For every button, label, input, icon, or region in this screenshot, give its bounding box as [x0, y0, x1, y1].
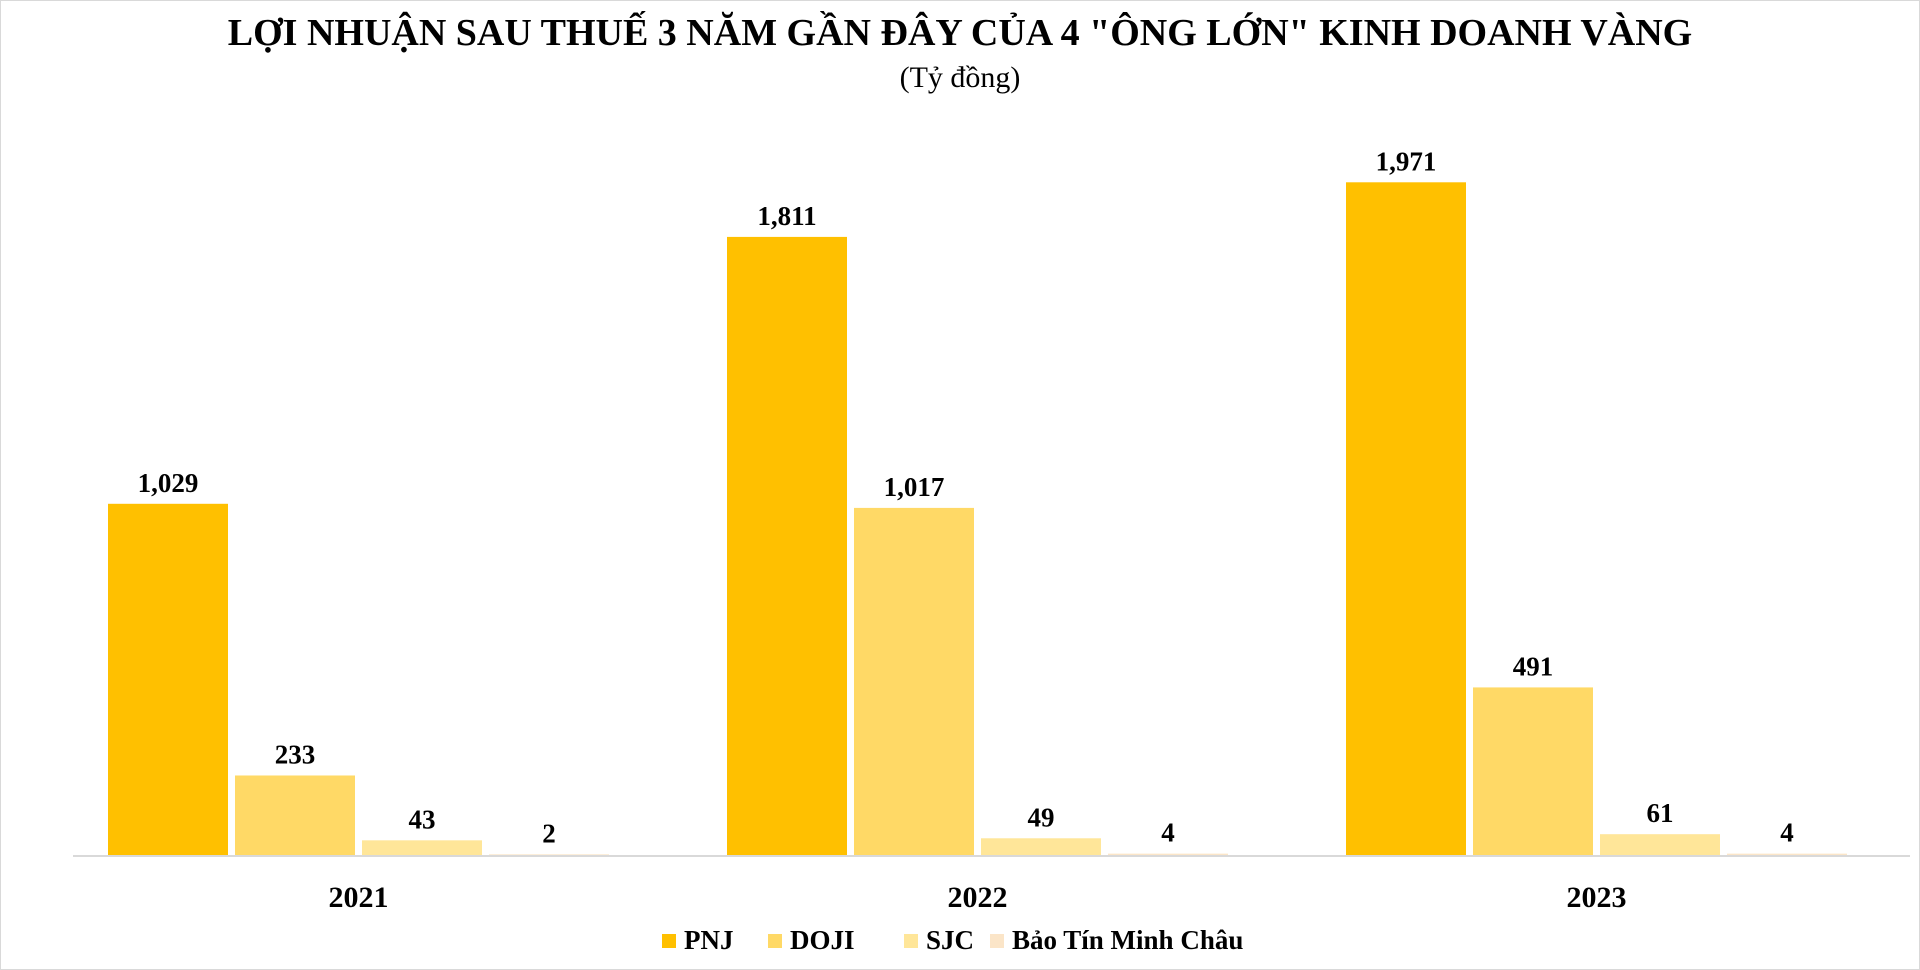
- x-tick-label: 2021: [329, 881, 389, 914]
- data-label: 49: [1028, 802, 1055, 832]
- data-label: 4: [1780, 818, 1794, 848]
- bar-sjc-2021: [362, 840, 482, 855]
- bar-doji-2021: [235, 775, 355, 855]
- legend-label: SJC: [926, 925, 974, 955]
- data-labels-layer: 1,029 233 43 2 1,811 1,017 49 4 1,971 491 61 4: [138, 146, 1794, 848]
- chart-subtitle: (Tỷ đồng): [900, 61, 1021, 94]
- bars-layer: [108, 182, 1847, 855]
- data-label: 2: [542, 818, 556, 848]
- data-label: 1,017: [884, 472, 945, 502]
- bar-pnj-2021: [108, 503, 228, 855]
- x-tick-label: 2023: [1567, 881, 1627, 914]
- bar-pnj-2022: [727, 236, 847, 855]
- x-axis-ticks: 2021 2022 2023: [329, 881, 1627, 914]
- bar-bảo-tín-minh-châu-2023: [1727, 853, 1847, 855]
- legend-item-bảo-tín-minh-châu: Bảo Tín Minh Châu: [990, 925, 1243, 955]
- legend-swatch: [768, 934, 782, 948]
- bar-bảo-tín-minh-châu-2022: [1108, 853, 1228, 855]
- data-label: 1,811: [757, 201, 816, 231]
- legend-item-sjc: SJC: [904, 925, 974, 955]
- legend-label: Bảo Tín Minh Châu: [1012, 925, 1243, 955]
- x-tick-label: 2022: [948, 881, 1008, 914]
- legend: PNJ DOJI SJC Bảo Tín Minh Châu: [662, 925, 1243, 955]
- data-label: 1,029: [138, 468, 199, 498]
- data-label: 43: [409, 804, 436, 834]
- bar-pnj-2023: [1346, 182, 1466, 855]
- data-label: 4: [1161, 818, 1175, 848]
- bar-doji-2023: [1473, 687, 1593, 855]
- legend-item-pnj: PNJ: [662, 925, 734, 955]
- chart-title: LỢI NHUẬN SAU THUẾ 3 NĂM GẦN ĐÂY CỦA 4 "…: [228, 11, 1692, 54]
- data-label: 491: [1513, 651, 1554, 681]
- legend-label: DOJI: [790, 925, 855, 955]
- legend-item-doji: DOJI: [768, 925, 855, 955]
- data-label: 233: [275, 739, 316, 769]
- bar-sjc-2022: [981, 838, 1101, 855]
- bar-doji-2022: [854, 507, 974, 855]
- data-label: 1,971: [1376, 146, 1437, 176]
- legend-swatch: [662, 934, 676, 948]
- bar-bảo-tín-minh-châu-2021: [489, 854, 609, 855]
- legend-swatch: [904, 934, 918, 948]
- bar-sjc-2023: [1600, 834, 1720, 855]
- data-label: 61: [1647, 798, 1674, 828]
- legend-swatch: [990, 934, 1004, 948]
- legend-label: PNJ: [684, 925, 734, 955]
